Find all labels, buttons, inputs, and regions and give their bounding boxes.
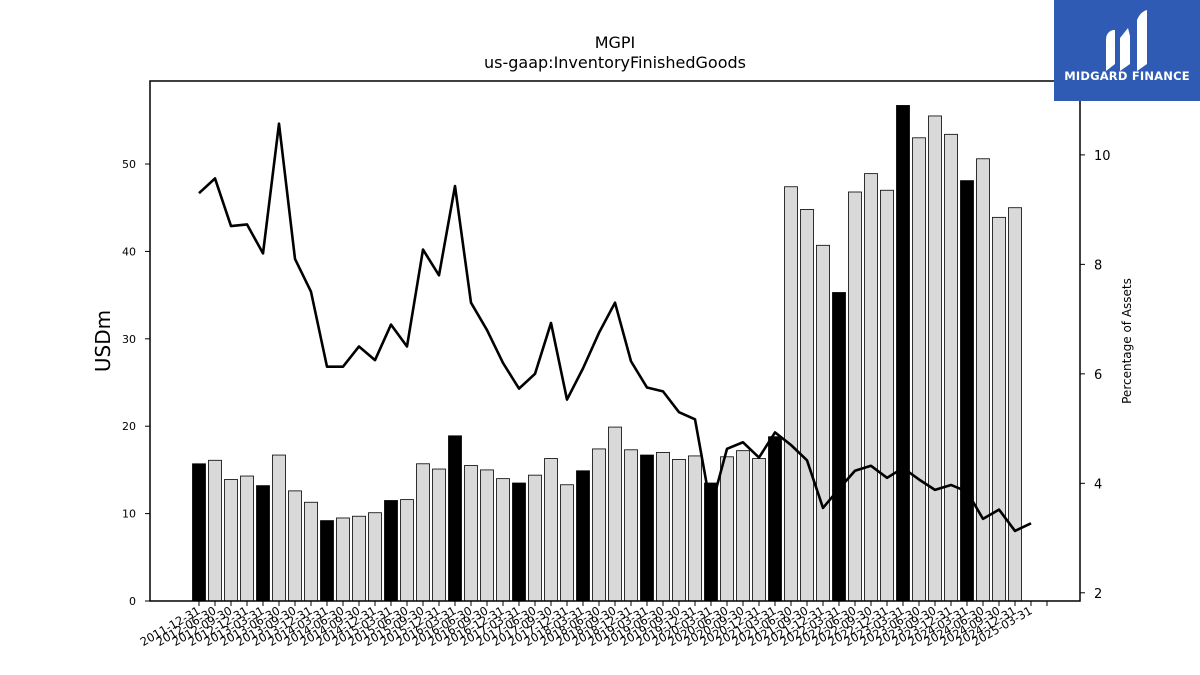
y-tick-label: 30: [122, 333, 136, 346]
bar-2013-03-31: [272, 454, 286, 602]
bar-2020-03-31: [720, 456, 734, 602]
bar-2018-09-30: [624, 449, 638, 602]
bar-2020-09-30: [752, 458, 766, 602]
line-layer: [198, 122, 1032, 533]
y-axis-label: USDm: [91, 310, 115, 372]
bar-2015-06-30: [416, 463, 430, 602]
y-tick-label: 50: [122, 158, 136, 171]
bar-2022-06-30: [864, 173, 878, 602]
y2-axis-label: Percentage of Assets: [1120, 278, 1134, 404]
bar-2022-12-31: [896, 105, 910, 602]
y2-tick-label: 2: [1094, 587, 1102, 602]
bar-2024-06-30: [992, 216, 1006, 602]
bar-2023-06-30: [928, 115, 942, 602]
bar-2017-03-31: [528, 474, 542, 602]
bar-2018-03-31: [592, 448, 606, 602]
bar-2013-12-31: [320, 520, 334, 602]
bar-2024-03-31: [976, 158, 990, 602]
bar-2024-09-30: [1008, 207, 1022, 602]
logo-text: MIDGARD FINANCE: [1064, 69, 1190, 83]
y-tick-label: 0: [129, 595, 136, 608]
y2-tick-label: 10: [1094, 149, 1111, 164]
bar-2018-06-30: [608, 426, 622, 602]
bar-2022-09-30: [880, 189, 894, 602]
x-axis: 2011-12-312012-06-302012-09-302012-12-31…: [138, 601, 1048, 649]
y-tick-label: 40: [122, 245, 136, 258]
bar-2017-09-30: [560, 484, 574, 602]
bar-2020-06-30: [736, 450, 750, 602]
bar-2023-03-31: [912, 137, 926, 602]
bar-2019-09-30: [688, 455, 702, 602]
logo-mark-icon: [1106, 10, 1147, 71]
bar-2023-12-31: [960, 180, 974, 602]
bar-2021-09-30: [816, 244, 830, 602]
bar-2021-06-30: [800, 209, 814, 602]
bar-2023-09-30: [944, 133, 958, 602]
bar-2019-06-30: [672, 459, 686, 602]
y-axis-left: 0 10 20 30 40 50: [122, 158, 150, 608]
midgard-finance-logo: MIDGARD FINANCE: [1054, 0, 1200, 101]
y2-tick-label: 8: [1094, 258, 1102, 273]
bar-2015-03-31: [400, 499, 414, 602]
bar-2016-09-30: [496, 478, 510, 602]
chart-title: MGPI: [595, 33, 636, 52]
bar-2015-12-31: [448, 435, 462, 602]
bar-2016-06-30: [480, 469, 494, 602]
bar-2012-12-31: [256, 485, 270, 602]
bar-2012-06-30: [224, 479, 238, 602]
y-tick-label: 10: [122, 508, 136, 521]
y-axis-right: 2 4 6 8 10: [1080, 149, 1111, 602]
bar-2017-06-30: [544, 458, 558, 602]
bar-2015-09-30: [432, 468, 446, 602]
bar-2019-03-31: [656, 452, 670, 602]
y2-tick-label: 6: [1094, 368, 1102, 383]
chart-subtitle: us-gaap:InventoryFinishedGoods: [484, 53, 746, 72]
bar-2012-03-31: [208, 459, 222, 602]
bar-2013-06-30: [288, 490, 302, 602]
bar-2014-09-30: [368, 512, 382, 602]
bars-layer: [192, 105, 1022, 602]
bar-2011-12-31: [192, 463, 206, 602]
bar-2020-12-31: [768, 436, 782, 602]
y-tick-label: 20: [122, 420, 136, 433]
bar-2014-12-31: [384, 500, 398, 602]
bar-2016-12-31: [512, 482, 526, 602]
bar-2017-12-31: [576, 470, 590, 602]
bar-2014-06-30: [352, 515, 366, 602]
bar-2013-09-30: [304, 501, 318, 602]
bar-2018-12-31: [640, 454, 654, 602]
bar-2021-03-31: [784, 186, 798, 602]
bar-2014-03-31: [336, 517, 350, 602]
bar-2016-03-31: [464, 465, 478, 602]
y2-tick-label: 4: [1094, 477, 1102, 492]
bar-2021-12-31: [832, 292, 846, 602]
bar-2022-03-31: [848, 191, 862, 602]
bar-2012-09-30: [240, 475, 254, 602]
